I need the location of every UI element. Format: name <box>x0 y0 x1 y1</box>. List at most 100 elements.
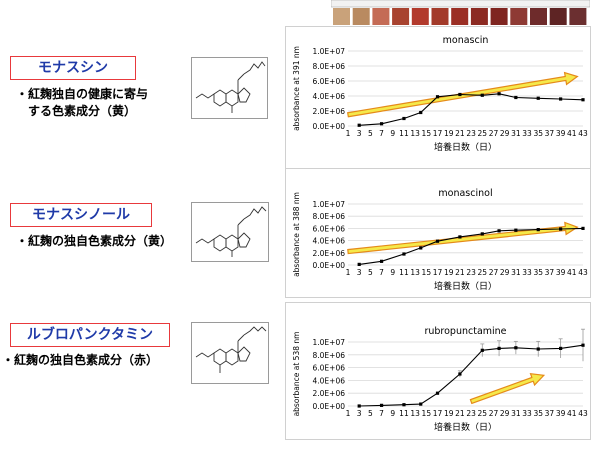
x-tick-label: 37 <box>545 129 555 138</box>
x-tick-label: 21 <box>455 129 465 138</box>
data-point <box>514 228 518 232</box>
x-tick-label: 1 <box>346 409 351 418</box>
x-tick-label: 39 <box>556 129 566 138</box>
data-point <box>357 123 361 127</box>
x-tick-label: 5 <box>368 409 373 418</box>
y-axis-label: absorbance at 391 nm <box>292 46 301 131</box>
x-tick-label: 27 <box>489 268 499 277</box>
x-tick-label: 15 <box>422 129 432 138</box>
data-point <box>514 346 518 350</box>
structure-image-monascinol <box>191 202 269 262</box>
x-tick-label: 23 <box>466 409 476 418</box>
structure-image-rubropunctamine <box>191 322 269 384</box>
chart-monascinol: monascinol 0.0E+00 2.0E+06 4.0E+06 6.0E+06 8.… <box>285 168 591 298</box>
data-point <box>581 343 585 347</box>
x-tick-label: 27 <box>489 409 499 418</box>
x-tick-label: 29 <box>500 409 510 418</box>
y-tick-label: 4.0E+06 <box>313 92 346 101</box>
chart-title: rubropunctamine <box>424 326 506 337</box>
x-tick-label: 41 <box>567 129 577 138</box>
y-tick-label: 6.0E+06 <box>313 364 346 373</box>
compound-desc-rubropunctamine: ・紅麹の独自色素成分（赤） <box>2 352 158 369</box>
culture-sample-swatch <box>333 8 350 25</box>
culture-sample-swatch <box>411 8 429 25</box>
x-tick-label: 17 <box>433 409 443 418</box>
data-point <box>357 262 361 266</box>
data-point <box>379 122 384 126</box>
data-point <box>458 235 462 239</box>
series-line <box>359 344 584 407</box>
y-axis-label: absorbance at 538 nm <box>292 332 301 417</box>
data-point <box>497 229 501 233</box>
y-axis-label: absorbance at 388 nm <box>292 192 301 277</box>
data-point <box>419 246 423 250</box>
data-point <box>514 95 518 100</box>
y-tick-label: 0.0E+00 <box>313 402 346 411</box>
culture-sample-swatch <box>470 8 488 25</box>
data-point <box>435 391 440 395</box>
x-tick-label: 9 <box>390 129 395 138</box>
culture-sample-swatch <box>352 8 370 25</box>
trend-arrow <box>469 372 546 405</box>
x-tick-label: 7 <box>379 409 384 418</box>
y-tick-label: 0.0E+00 <box>313 261 346 270</box>
x-tick-label: 19 <box>444 129 454 138</box>
culture-sample-swatch <box>510 8 528 25</box>
y-tick-label: 8.0E+06 <box>313 351 346 360</box>
chart-title: monascin <box>443 35 489 46</box>
x-tick-label: 25 <box>478 268 488 277</box>
desc-line: ・紅麹独自の健康に寄与 <box>16 87 149 101</box>
y-tick-label: 6.0E+06 <box>313 77 346 86</box>
desc-line: する色素成分（黄） <box>28 104 137 118</box>
x-tick-label: 5 <box>368 268 373 277</box>
culture-sample-strip <box>331 0 590 25</box>
data-point <box>497 92 501 96</box>
data-point <box>480 93 484 97</box>
x-tick-label: 15 <box>422 268 432 277</box>
data-point <box>559 346 563 350</box>
x-tick-label: 3 <box>357 409 362 418</box>
x-tick-label: 39 <box>556 409 566 418</box>
x-tick-label: 41 <box>567 409 577 418</box>
y-tick-label: 1.0E+07 <box>313 47 346 56</box>
x-tick-label: 13 <box>410 409 420 418</box>
x-tick-label: 11 <box>399 129 409 138</box>
series-line <box>359 93 584 126</box>
y-tick-label: 2.0E+06 <box>313 389 346 398</box>
x-tick-label: 21 <box>455 409 465 418</box>
y-tick-label: 1.0E+07 <box>313 200 346 209</box>
x-tick-label: 11 <box>399 409 409 418</box>
x-tick-label: 9 <box>390 409 395 418</box>
molecule-drawing <box>195 61 266 113</box>
trend-arrow <box>347 221 579 255</box>
culture-sample-swatch <box>372 8 390 25</box>
x-tick-label: 17 <box>433 268 443 277</box>
x-tick-label: 43 <box>578 409 588 418</box>
data-point <box>402 403 406 407</box>
x-tick-label: 33 <box>522 409 532 418</box>
y-tick-label: 4.0E+06 <box>313 237 346 246</box>
data-point <box>419 402 423 406</box>
y-tick-label: 2.0E+06 <box>313 107 346 116</box>
culture-sample-swatch <box>569 8 587 25</box>
data-point <box>435 95 440 99</box>
chart-rubropunctamine: rubropunctamine 0.0E+00 2.0E+06 4.0E+06 6.0E… <box>285 302 591 440</box>
x-tick-label: 11 <box>399 268 409 277</box>
chart-frame <box>285 302 591 440</box>
x-tick-label: 33 <box>522 129 532 138</box>
data-point <box>559 97 563 101</box>
x-tick-label: 23 <box>466 268 476 277</box>
compound-desc-monascinol: ・紅麹の独自色素成分（黄） <box>16 233 172 250</box>
x-tick-label: 35 <box>533 268 543 277</box>
x-tick-label: 31 <box>511 268 521 277</box>
x-tick-label: 19 <box>444 268 454 277</box>
data-point <box>581 226 585 230</box>
data-point <box>357 404 361 408</box>
data-point <box>536 96 540 100</box>
x-tick-label: 21 <box>455 268 465 277</box>
x-tick-label: 37 <box>545 268 555 277</box>
x-tick-label: 25 <box>478 409 488 418</box>
series-line <box>359 227 584 265</box>
compound-label-rubropunctamine: ルブロパンクタミン <box>10 323 170 347</box>
compound-label-monascin: モナスシン <box>10 56 136 80</box>
